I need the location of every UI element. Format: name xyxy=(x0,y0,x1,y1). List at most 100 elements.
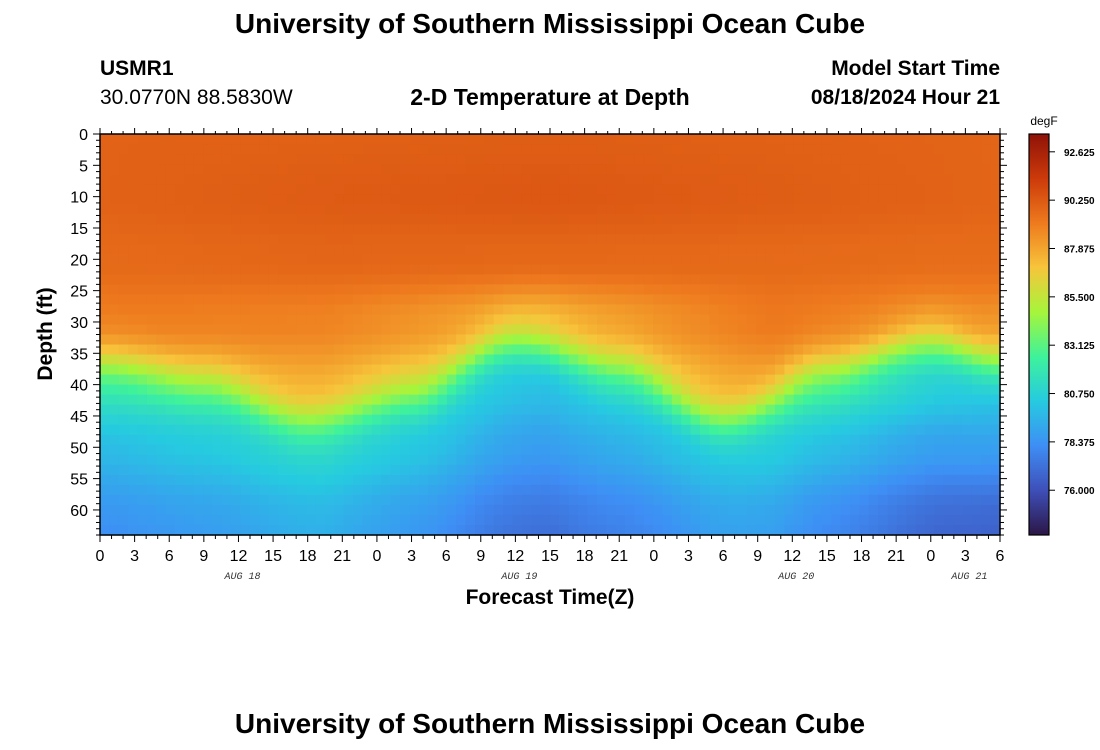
heatmap-cell xyxy=(746,414,757,426)
heatmap-cell xyxy=(371,454,382,466)
heatmap-cell xyxy=(737,354,748,366)
heatmap-cell xyxy=(446,254,457,265)
heatmap-cell xyxy=(746,504,757,516)
heatmap-cell xyxy=(540,164,551,175)
heatmap-cell xyxy=(615,174,626,185)
heatmap-cell xyxy=(475,144,485,155)
heatmap-cell xyxy=(971,384,982,396)
heatmap-cell xyxy=(971,274,982,285)
heatmap-cell xyxy=(175,454,185,466)
heatmap-cell xyxy=(868,154,879,165)
heatmap-cell xyxy=(446,194,457,205)
heatmap-cell xyxy=(240,214,251,225)
heatmap-cell xyxy=(831,484,842,496)
heatmap-cell xyxy=(109,234,120,245)
heatmap-cell xyxy=(165,514,176,526)
heatmap-cell xyxy=(531,204,542,215)
x-tick-label: 3 xyxy=(407,548,416,565)
heatmap-cell xyxy=(728,464,739,476)
heatmap-cell xyxy=(850,234,860,245)
heatmap-cell xyxy=(156,394,167,406)
heatmap-cell xyxy=(362,274,373,285)
heatmap-cell xyxy=(550,434,560,446)
heatmap-cell xyxy=(221,474,232,486)
heatmap-cell xyxy=(521,264,532,275)
heatmap-cell xyxy=(962,364,973,376)
heatmap-cell xyxy=(128,254,139,265)
heatmap-cell xyxy=(906,184,917,195)
heatmap-cell xyxy=(212,294,223,306)
heatmap-cell xyxy=(793,294,804,306)
heatmap-cell xyxy=(578,164,589,175)
heatmap-cell xyxy=(343,194,354,205)
heatmap-cell xyxy=(746,424,757,436)
heatmap-cell xyxy=(934,524,945,536)
heatmap-cell xyxy=(671,444,682,456)
heatmap-cell xyxy=(662,474,673,486)
heatmap-cell xyxy=(831,214,842,225)
heatmap-cell xyxy=(756,244,767,255)
heatmap-cell xyxy=(221,194,232,205)
heatmap-cell xyxy=(353,334,364,346)
heatmap-cell xyxy=(212,394,223,406)
heatmap-cell xyxy=(484,154,495,165)
heatmap-cell xyxy=(859,244,870,255)
heatmap-cell xyxy=(615,514,626,526)
heatmap-cell xyxy=(953,164,964,175)
heatmap-cell xyxy=(334,484,345,496)
heatmap-cell xyxy=(315,504,326,516)
heatmap-cell xyxy=(240,524,251,536)
heatmap-cell xyxy=(137,414,148,426)
heatmap-cell xyxy=(906,224,917,235)
heatmap-cell xyxy=(128,404,139,416)
heatmap-cell xyxy=(128,174,139,185)
heatmap-cell xyxy=(465,444,476,456)
heatmap-cell xyxy=(118,284,129,296)
heatmap-cell xyxy=(587,484,598,496)
heatmap-cell xyxy=(812,154,823,165)
heatmap-cell xyxy=(400,184,410,195)
heatmap-cell xyxy=(587,194,598,205)
heatmap-cell xyxy=(240,514,251,526)
heatmap-cell xyxy=(203,384,214,396)
heatmap-cell xyxy=(765,334,776,346)
heatmap-cell xyxy=(184,294,195,306)
heatmap-cell xyxy=(100,314,110,326)
heatmap-cell xyxy=(165,374,176,386)
heatmap-cell xyxy=(775,474,785,486)
heatmap-cell xyxy=(681,384,692,396)
heatmap-cell xyxy=(559,374,570,386)
heatmap-cell xyxy=(831,474,842,486)
heatmap-cell xyxy=(850,264,860,275)
heatmap-cell xyxy=(756,454,767,466)
model-start-label: Model Start Time xyxy=(831,57,1000,80)
heatmap-cell xyxy=(353,144,364,155)
heatmap-cell xyxy=(165,424,176,436)
heatmap-cell xyxy=(653,224,664,235)
heatmap-cell xyxy=(868,274,879,285)
heatmap-cell xyxy=(653,364,664,376)
heatmap-cell xyxy=(287,504,298,516)
heatmap-cell xyxy=(456,174,467,185)
heatmap-cell xyxy=(287,214,298,225)
heatmap-cell xyxy=(128,264,139,275)
heatmap-cell xyxy=(737,234,748,245)
heatmap-cell xyxy=(812,374,823,386)
heatmap-cell xyxy=(765,144,776,155)
heatmap-cell xyxy=(475,464,485,476)
heatmap-cell xyxy=(606,474,617,486)
heatmap-cell xyxy=(287,244,298,255)
heatmap-cell xyxy=(737,384,748,396)
heatmap-cell xyxy=(887,324,898,336)
heatmap-cell xyxy=(493,414,504,426)
heatmap-cell xyxy=(240,184,251,195)
heatmap-cell xyxy=(353,174,364,185)
heatmap-cell xyxy=(718,294,729,306)
heatmap-cell xyxy=(606,514,617,526)
heatmap-cell xyxy=(165,174,176,185)
heatmap-cell xyxy=(953,344,964,356)
heatmap-cell xyxy=(240,224,251,235)
heatmap-cell xyxy=(953,394,964,406)
heatmap-cell xyxy=(728,224,739,235)
heatmap-cell xyxy=(643,324,654,336)
